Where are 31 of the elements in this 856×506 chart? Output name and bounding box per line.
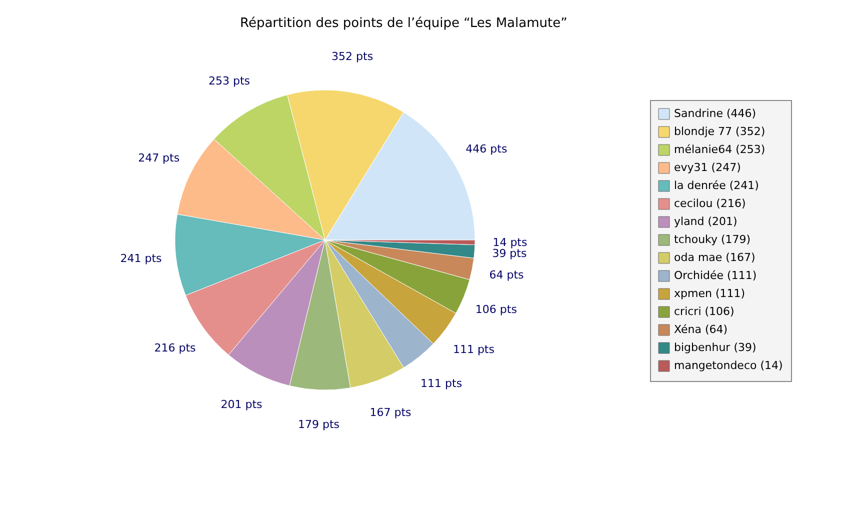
data-label: 247 pts [138,152,180,165]
legend-label: la denrée (241) [674,179,759,192]
legend-label: cecilou (216) [674,197,746,210]
data-label: 64 pts [489,268,524,282]
data-label: 111 pts [420,376,462,390]
data-label: 446 pts [466,142,508,156]
legend-label: mangetondeco (14) [674,359,783,372]
data-label: 39 pts [492,247,527,260]
data-label: 216 pts [154,341,196,354]
legend-label: oda mae (167) [674,251,756,264]
legend-label: yland (201) [674,215,738,228]
legend-label: evy31 (247) [674,161,741,174]
data-label: 179 pts [298,418,340,431]
data-label: 14 pts [492,236,528,249]
data-label: 167 pts [370,406,412,420]
data-label: 253 pts [208,74,250,88]
data-label: 201 pts [220,398,263,412]
legend-label: Xéna (64) [674,323,728,336]
chart-title: Répartition des points de l’équipe “Les Malamute” [240,16,568,31]
legend-label: blondje 77 (352) [674,125,766,138]
data-label: 106 pts [475,303,518,316]
data-label: 111 pts [452,343,495,356]
legend-label: Orchidée (111) [674,269,757,282]
legend-label: xpmen (111) [674,287,746,300]
legend-label: bigbenhur (39) [674,341,756,354]
legend-label: Sandrine (446) [674,107,756,120]
data-label: 241 pts [120,252,162,266]
legend-label: cricri (106) [674,305,734,318]
data-label: 352 pts [332,50,374,64]
legend-label: tchouky (179) [674,233,751,246]
legend-label: mélanie64 (253) [674,143,766,156]
